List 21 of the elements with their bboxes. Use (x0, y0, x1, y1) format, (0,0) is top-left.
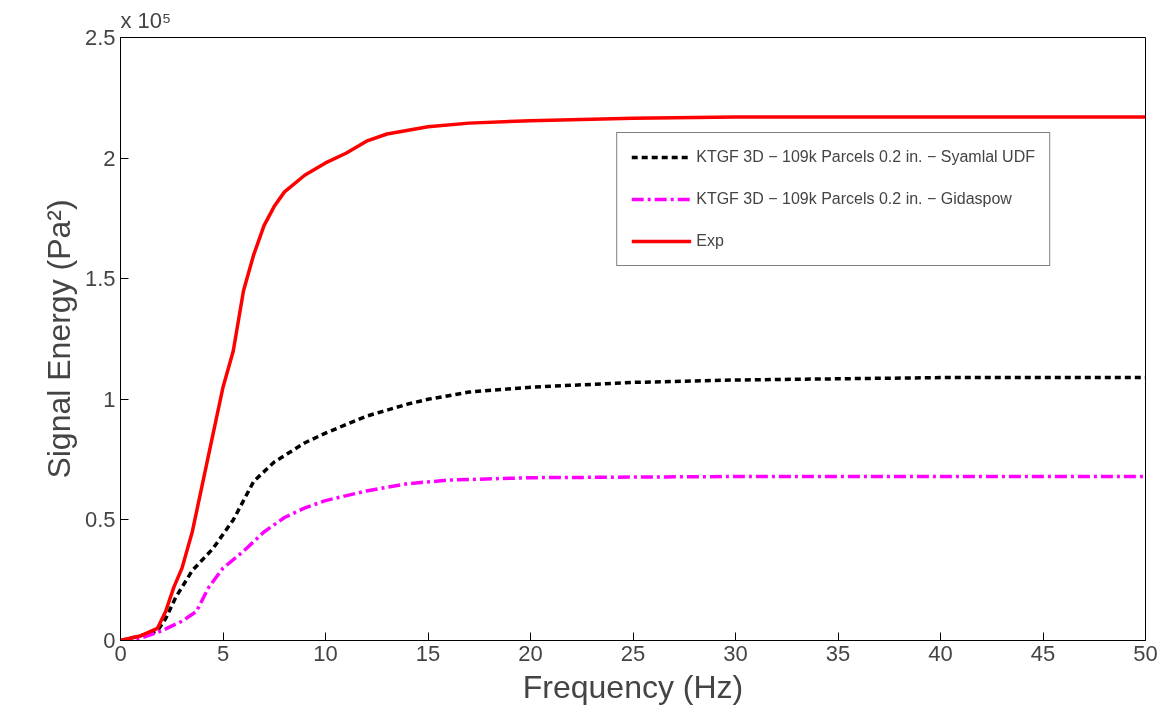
y-tick-label: 0.5 (84, 507, 116, 533)
x-tick-label: 15 (415, 640, 441, 666)
y-tick-label: 2.5 (84, 25, 116, 50)
y-axis-title: Signal Energy (Pa²) (40, 199, 77, 479)
text: x 10⁵ (120, 7, 172, 33)
legend-label: KTGF 3D − 109k Parcels 0.2 in. − Syamlal UDF (696, 148, 1035, 166)
x-tick-label: 50 (1133, 640, 1158, 666)
y-tick-label: 2 (103, 145, 116, 171)
y-tick-label: 1.5 (84, 266, 116, 292)
x-tick-label: 40 (928, 640, 953, 666)
x-tick-label: 35 (825, 640, 851, 666)
x-tick-label: 5 (216, 640, 230, 666)
x-tick-label: 30 (723, 640, 748, 666)
y-tick-label: 1 (103, 386, 116, 412)
x-tick-label: 10 (313, 640, 338, 666)
x-tick-label: 45 (1030, 640, 1056, 666)
x-tick-label: 25 (620, 640, 646, 666)
x-axis-title: Frequency (Hz) (522, 668, 744, 705)
x-tick-label: 20 (518, 640, 543, 666)
legend-label: Exp (696, 232, 724, 250)
legend-label: KTGF 3D − 109k Parcels 0.2 in. − Gidaspow (696, 190, 1012, 208)
